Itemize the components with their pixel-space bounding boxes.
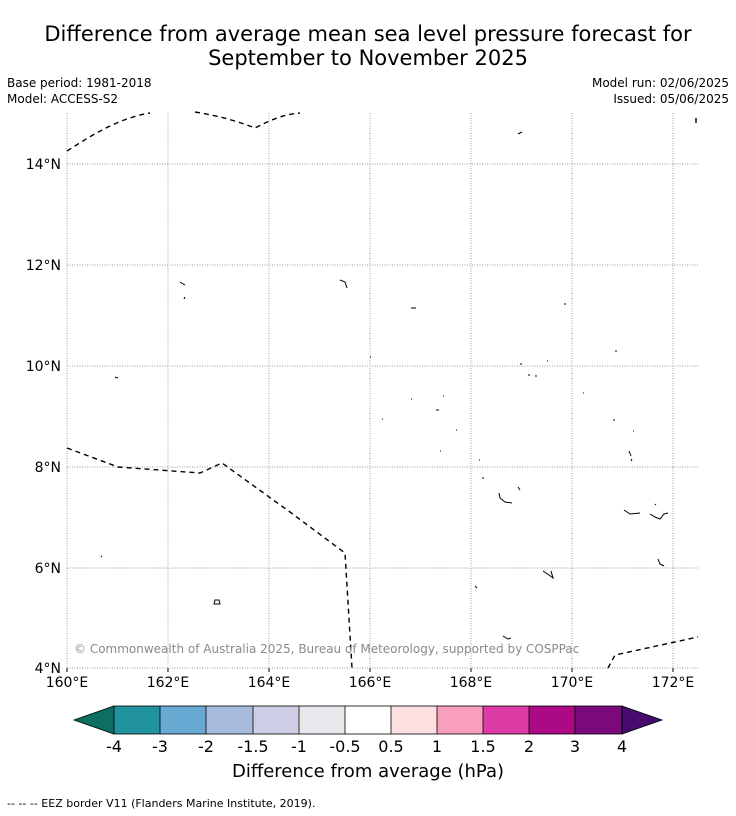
model-run: Model run: 02/06/2025 bbox=[591, 76, 729, 90]
colorbar-cell bbox=[345, 706, 391, 734]
colorbar-label: Difference from average (hPa) bbox=[231, 761, 505, 782]
colorbar-cell bbox=[206, 706, 253, 734]
colorbar-tick: -3 bbox=[152, 737, 168, 756]
colorbar-tick: -1.5 bbox=[237, 737, 268, 756]
colorbar: -4 -3 -2 -1.5 -1 -0.5 0.5 1 1.5 2 3 4 bbox=[72, 705, 664, 756]
colorbar-tick: 0.5 bbox=[378, 737, 403, 756]
colorbar-tick: 4 bbox=[617, 737, 627, 756]
eez-borders bbox=[66, 111, 699, 669]
colorbar-tick: 1 bbox=[432, 737, 442, 756]
colorbar-cell bbox=[114, 706, 160, 734]
islands bbox=[100, 131, 669, 640]
gridlines bbox=[66, 113, 698, 669]
eez-border-north bbox=[66, 111, 301, 152]
colorbar-cell bbox=[72, 705, 115, 735]
eez-border-central bbox=[66, 447, 353, 669]
colorbar-cell bbox=[437, 706, 483, 734]
issued-date: Issued: 05/06/2025 bbox=[613, 92, 729, 106]
colorbar-tick: -2 bbox=[198, 737, 214, 756]
title-line-2: September to November 2025 bbox=[208, 46, 528, 70]
title-line-1: Difference from average mean sea level p… bbox=[44, 22, 692, 46]
colorbar-cell bbox=[621, 705, 664, 735]
colorbar-cell bbox=[391, 706, 437, 734]
colorbar-tick: -4 bbox=[106, 737, 122, 756]
model-name: Model: ACCESS-S2 bbox=[7, 92, 119, 106]
base-period: Base period: 1981-2018 bbox=[7, 76, 152, 90]
eez-border-southeast bbox=[607, 636, 699, 669]
colorbar-tick: 2 bbox=[524, 737, 534, 756]
lat-label: 10°N bbox=[26, 359, 61, 375]
colorbar-tick: 1.5 bbox=[470, 737, 495, 756]
longitude-labels: 160°E 162°E 164°E 166°E 168°E 170°E 172°… bbox=[46, 675, 695, 691]
lon-label: 172°E bbox=[652, 675, 695, 691]
lat-label: 4°N bbox=[35, 661, 61, 677]
colorbar-cell bbox=[483, 706, 529, 734]
lat-label: 14°N bbox=[26, 157, 61, 173]
colorbar-tick: -1 bbox=[291, 737, 307, 756]
meta-right: Model run: 02/06/2025 Issued: 05/06/2025 bbox=[592, 75, 729, 107]
colorbar-cell bbox=[299, 706, 345, 734]
colorbar-frame bbox=[113, 705, 623, 735]
lon-label: 164°E bbox=[248, 675, 291, 691]
colorbar-tick: 3 bbox=[570, 737, 580, 756]
latitude-labels: 4°N 6°N 8°N 10°N 12°N 14°N bbox=[26, 157, 61, 677]
eez-legend-note: -- -- -- EEZ border V11 (Flanders Marine… bbox=[7, 797, 316, 810]
colorbar-tick: -0.5 bbox=[329, 737, 360, 756]
lat-label: 8°N bbox=[35, 460, 61, 476]
colorbar-cell bbox=[575, 706, 622, 734]
axis-ticks bbox=[66, 668, 674, 672]
lat-label: 6°N bbox=[35, 561, 61, 577]
lon-label: 170°E bbox=[551, 675, 594, 691]
lon-label: 166°E bbox=[349, 675, 392, 691]
lon-label: 160°E bbox=[46, 675, 89, 691]
colorbar-cell bbox=[253, 706, 299, 734]
map-title: Difference from average mean sea level p… bbox=[0, 22, 736, 70]
lat-label: 12°N bbox=[26, 258, 61, 274]
colorbar-cell bbox=[529, 706, 575, 734]
meta-left: Base period: 1981-2018 Model: ACCESS-S2 bbox=[7, 75, 152, 107]
copyright-notice: © Commonwealth of Australia 2025, Bureau… bbox=[74, 642, 579, 656]
colorbar-cell bbox=[160, 706, 206, 734]
lon-label: 162°E bbox=[147, 675, 190, 691]
lon-label: 168°E bbox=[450, 675, 493, 691]
